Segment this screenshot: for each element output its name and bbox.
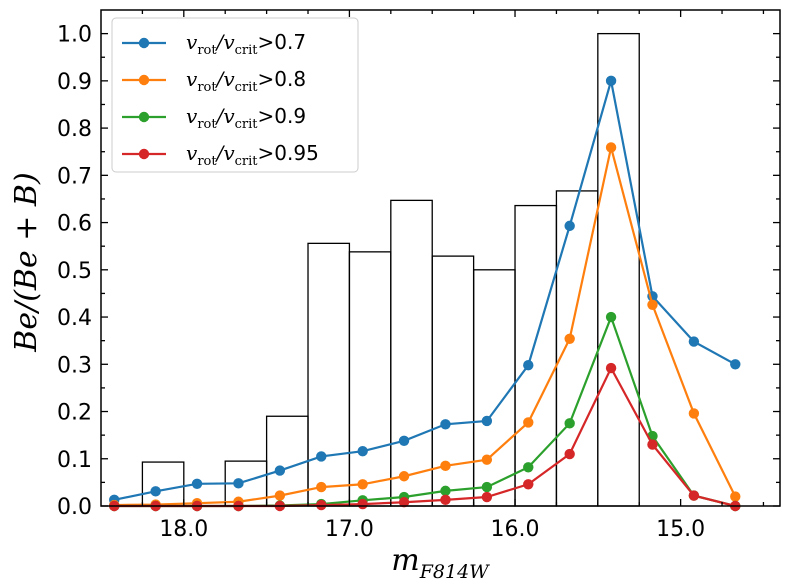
data-point <box>357 498 368 510</box>
legend-label: vrot/vcrit>0.95 <box>186 141 319 169</box>
data-point <box>481 491 493 503</box>
data-point <box>398 471 410 482</box>
plot-frame <box>100 9 781 507</box>
histogram-bar <box>307 242 351 507</box>
y-axis-label-text: Be/(Be + B) <box>9 172 44 352</box>
y-tick-label: 0.1 <box>57 448 92 473</box>
y-axis-label: Be/(Be + B) <box>9 172 44 352</box>
x-axis-label-main: m <box>391 543 419 578</box>
legend-marker <box>138 74 150 86</box>
legend-marker <box>138 148 150 160</box>
series-2 <box>109 142 741 511</box>
data-point <box>605 75 617 87</box>
legend: vrot/vcrit>0.7 vrot/vcrit>0.8 vrot/vcrit>0… <box>111 17 359 173</box>
data-point <box>440 485 451 497</box>
histogram-bar <box>141 461 185 507</box>
y-tick-label: 0.0 <box>57 495 92 520</box>
data-point <box>440 494 451 506</box>
series-line <box>114 147 737 507</box>
data-point <box>398 497 410 508</box>
data-point <box>564 220 575 232</box>
data-point <box>564 333 575 344</box>
legend-marker <box>138 111 150 123</box>
data-point <box>688 336 700 347</box>
data-point <box>605 362 617 374</box>
data-point <box>316 481 327 493</box>
x-axis-label-sub: F814W <box>419 561 490 583</box>
data-point <box>440 419 451 430</box>
legend-entry: vrot/vcrit>0.95 <box>122 141 319 169</box>
data-point <box>647 439 658 450</box>
histogram-bar <box>265 415 309 507</box>
data-point <box>481 415 493 427</box>
data-point <box>647 299 658 310</box>
data-point <box>191 478 203 489</box>
data-point <box>440 460 451 472</box>
data-point <box>274 490 286 501</box>
data-point <box>398 435 410 447</box>
data-point <box>233 478 244 489</box>
legend-entry: vrot/vcrit>0.9 <box>122 104 306 132</box>
x-tick-label: 16.0 <box>491 517 540 542</box>
data-point <box>481 481 493 493</box>
x-axis-label: mF814W <box>391 543 490 583</box>
histogram-bar <box>472 269 516 507</box>
data-point <box>605 311 617 323</box>
axis-ticks: 0.0 0.1 0.2 0.3 0.4 0.5 0.6 0.7 0.8 0.9 1.0 18.0 17.… <box>57 10 780 542</box>
data-point <box>564 418 575 429</box>
data-point <box>564 448 575 460</box>
series-line <box>114 313 736 508</box>
histogram-bar <box>348 251 392 507</box>
y-tick-label: 0.4 <box>57 306 92 331</box>
legend-label: vrot/vcrit>0.8 <box>186 67 306 95</box>
data-point <box>523 360 534 371</box>
data-point <box>523 417 534 428</box>
legend-entry: vrot/vcrit>0.7 <box>122 30 306 58</box>
series-4 <box>109 362 741 512</box>
x-tick-label: 18.0 <box>159 517 208 542</box>
legend-marker <box>138 37 150 49</box>
data-point <box>688 408 700 419</box>
series-line <box>114 365 736 508</box>
data-point <box>523 479 534 490</box>
data-point <box>688 490 700 501</box>
legend-entry: vrot/vcrit>0.8 <box>122 67 306 95</box>
legend-label: vrot/vcrit>0.7 <box>186 30 306 58</box>
data-point <box>605 142 617 153</box>
y-tick-label: 0.6 <box>57 212 92 237</box>
series-3 <box>109 311 741 512</box>
data-point <box>316 451 327 462</box>
x-tick-label: 17.0 <box>325 517 374 542</box>
series-line <box>114 80 736 501</box>
legend-label: vrot/vcrit>0.9 <box>186 104 306 132</box>
y-tick-label: 0.2 <box>57 401 92 426</box>
legend-box <box>111 17 359 173</box>
y-tick-label: 0.8 <box>57 117 92 142</box>
data-point <box>357 479 368 490</box>
data-point <box>274 465 286 476</box>
histogram-bar <box>390 199 433 507</box>
data-point <box>730 491 741 502</box>
data-point <box>357 446 368 457</box>
x-tick-label: 15.0 <box>656 517 705 542</box>
y-tick-label: 0.3 <box>57 353 92 378</box>
y-tick-label: 0.5 <box>57 259 92 284</box>
y-tick-label: 0.9 <box>57 70 92 95</box>
data-point <box>481 454 493 465</box>
y-tick-label: 0.7 <box>57 164 92 189</box>
data-point <box>150 486 161 497</box>
data-point <box>523 462 534 473</box>
data-point <box>730 359 741 370</box>
y-tick-label: 1.0 <box>57 23 92 48</box>
data-point <box>316 499 327 511</box>
